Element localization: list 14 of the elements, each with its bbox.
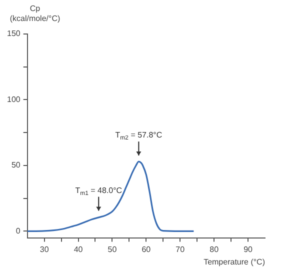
x-tick-label: 30 <box>40 244 50 254</box>
y-tick-label: 100 <box>6 94 21 104</box>
x-tick-label: 80 <box>210 244 220 254</box>
y-axis-title: Cp (kcal/mole/°C) <box>8 4 62 24</box>
y-tick-label: 50 <box>11 160 21 170</box>
y-tick-label: 0 <box>16 226 21 236</box>
x-tick-label: 70 <box>176 244 186 254</box>
y-tick-label: 150 <box>6 29 21 38</box>
x-tick-label: 40 <box>74 244 84 254</box>
x-axis-title: Temperature (°C) <box>204 257 266 266</box>
x-tick-label: 60 <box>142 244 152 254</box>
line-series <box>27 160 195 232</box>
x-tick-label: 50 <box>108 244 118 254</box>
x-tick-label: 90 <box>244 244 254 254</box>
